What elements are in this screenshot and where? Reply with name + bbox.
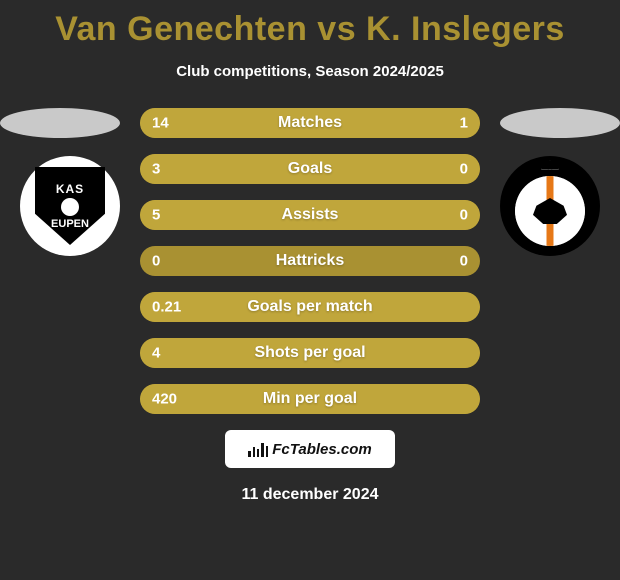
comparison-content: KAS EUPEN 14 Matches 1 3 Goals 0 5 Assists 0 0 Hat… <box>0 108 620 414</box>
stat-row: 420 Min per goal <box>140 384 480 414</box>
team-badge-left: KAS EUPEN <box>20 156 120 256</box>
watermark-text: FcTables.com <box>272 441 371 458</box>
stat-label: Shots per goal <box>254 344 365 362</box>
badge-text-eupen: EUPEN <box>51 218 89 230</box>
stat-value-left: 14 <box>152 115 169 132</box>
stat-label: Min per goal <box>263 390 357 408</box>
stat-value-right: 0 <box>460 207 468 224</box>
stat-label: Assists <box>282 206 339 224</box>
emblem-icon <box>515 176 585 246</box>
stat-value-right: 0 <box>460 253 468 270</box>
stat-value-left: 0.21 <box>152 299 181 316</box>
stat-row: 4 Shots per goal <box>140 338 480 368</box>
stat-label: Goals per match <box>247 298 372 316</box>
eagle-icon <box>533 198 567 224</box>
stat-label: Goals <box>288 160 332 178</box>
crown-icon <box>541 160 559 170</box>
stat-row: 3 Goals 0 <box>140 154 480 184</box>
stat-row: 14 Matches 1 <box>140 108 480 138</box>
page-subtitle: Club competitions, Season 2024/2025 <box>0 63 620 80</box>
ball-icon <box>61 198 79 216</box>
player-oval-right <box>500 108 620 138</box>
chart-icon <box>248 441 268 457</box>
stat-value-left: 3 <box>152 161 160 178</box>
stat-value-left: 4 <box>152 345 160 362</box>
stat-value-left: 420 <box>152 391 177 408</box>
badge-text-kas: KAS <box>56 182 84 196</box>
watermark-badge: FcTables.com <box>225 430 395 468</box>
stats-bars: 14 Matches 1 3 Goals 0 5 Assists 0 0 Hattricks 0 0.2… <box>140 108 480 414</box>
stat-row: 0.21 Goals per match <box>140 292 480 322</box>
stat-value-left: 5 <box>152 207 160 224</box>
page-title: Van Genechten vs K. Inslegers <box>0 0 620 49</box>
team-badge-right <box>500 156 600 256</box>
stat-value-right: 0 <box>460 161 468 178</box>
stat-row: 5 Assists 0 <box>140 200 480 230</box>
stat-value-right: 1 <box>460 115 468 132</box>
player-oval-left <box>0 108 120 138</box>
stat-value-left: 0 <box>152 253 160 270</box>
stat-label: Matches <box>278 114 342 132</box>
stat-row: 0 Hattricks 0 <box>140 246 480 276</box>
stat-label: Hattricks <box>276 252 344 270</box>
page-date: 11 december 2024 <box>0 486 620 504</box>
eupen-shield-icon: KAS EUPEN <box>35 167 105 245</box>
